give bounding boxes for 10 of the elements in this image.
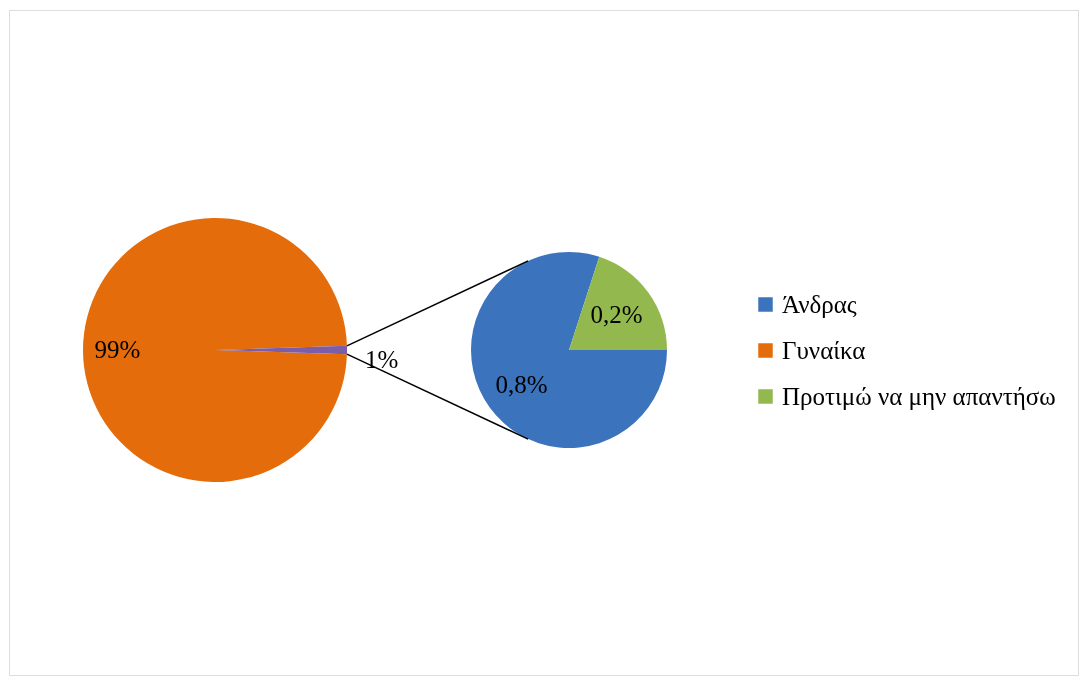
- pie-slice: [83, 218, 347, 482]
- legend-label: Προτιμώ να μην απαντήσω: [782, 382, 1056, 410]
- data-label: 1%: [365, 346, 399, 374]
- legend-label: Άνδρας: [782, 290, 857, 318]
- data-label: 99%: [94, 336, 141, 363]
- legend-label: Γυναίκα: [782, 336, 866, 364]
- data-label: 0,8%: [495, 370, 548, 398]
- pie-slice: [569, 256, 667, 350]
- pie-slice: [471, 252, 667, 448]
- data-label: 0,2%: [590, 301, 643, 329]
